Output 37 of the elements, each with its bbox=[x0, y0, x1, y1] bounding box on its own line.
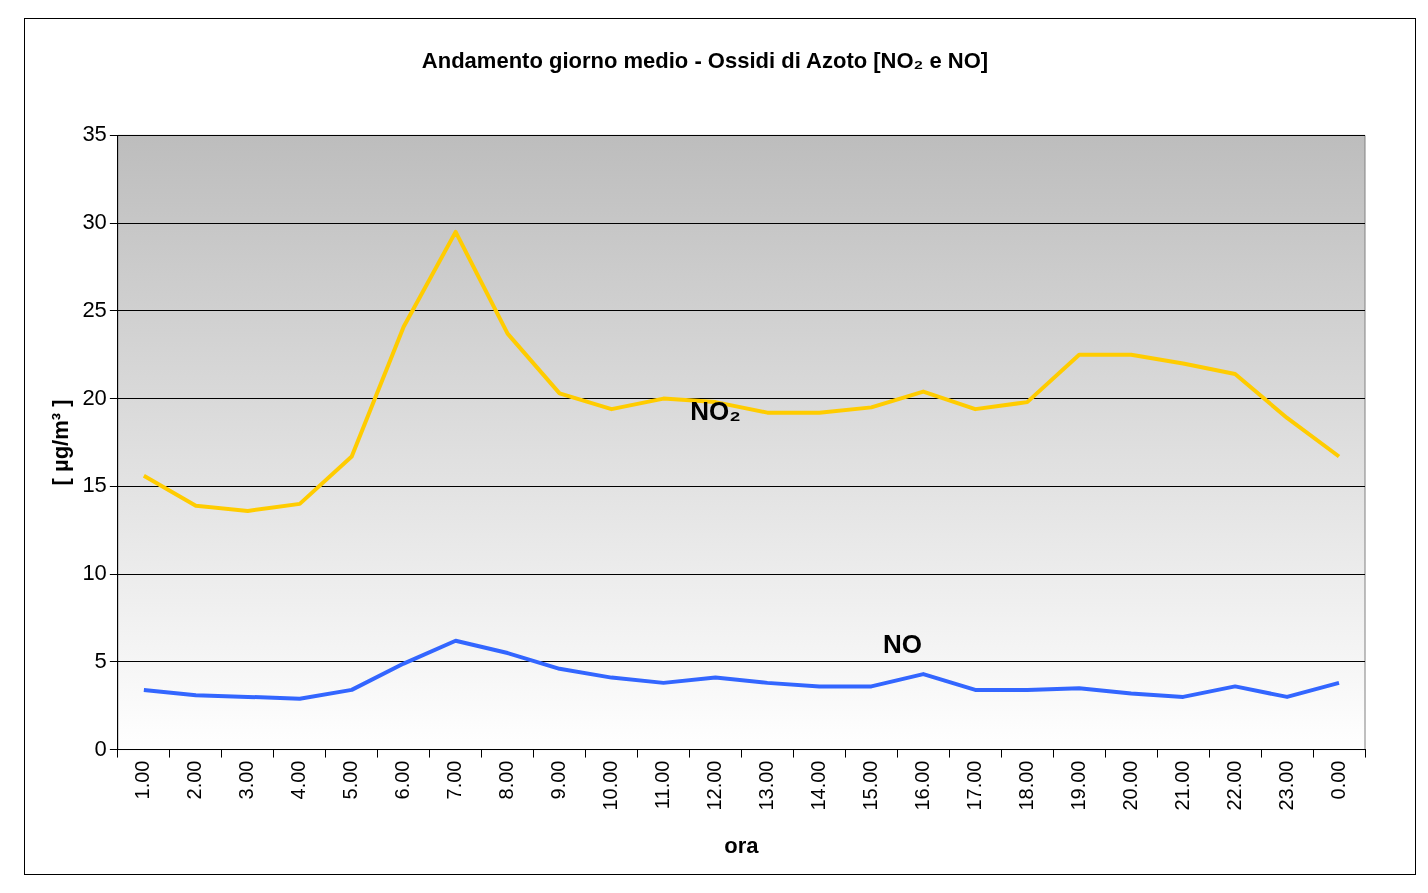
x-tick-label: 22.00 bbox=[1222, 760, 1245, 811]
y-tick-label: 25 bbox=[82, 296, 107, 322]
x-tick-label: 21.00 bbox=[1170, 760, 1193, 811]
x-tick-label: 14.00 bbox=[806, 760, 829, 811]
series-label: NO bbox=[883, 629, 923, 660]
x-tick-label: 16.00 bbox=[910, 760, 933, 811]
x-tick-label: 17.00 bbox=[962, 760, 985, 811]
x-tick-label: 6.00 bbox=[391, 760, 414, 800]
x-tick-label: 11.00 bbox=[651, 760, 674, 810]
x-tick-label: 0.00 bbox=[1326, 760, 1349, 800]
x-tick-label: 20.00 bbox=[1118, 760, 1141, 811]
y-tick-label: 15 bbox=[82, 472, 107, 498]
x-tick-label: 1.00 bbox=[131, 760, 154, 800]
x-tick-label: 5.00 bbox=[339, 760, 362, 800]
x-tick-label: 15.00 bbox=[858, 760, 881, 811]
x-tick-label: 10.00 bbox=[599, 760, 622, 811]
chart-title: Andamento giorno medio - Ossidi di Azoto [NO₂ e NO] bbox=[421, 48, 989, 74]
x-tick-label: 8.00 bbox=[495, 760, 518, 800]
x-tick-label: 3.00 bbox=[235, 760, 258, 800]
x-tick-label: 7.00 bbox=[443, 760, 466, 800]
y-tick-label: 0 bbox=[94, 735, 107, 761]
x-axis-title: ora bbox=[724, 832, 760, 858]
y-axis-title: [ µg/m³ ] bbox=[48, 399, 74, 486]
x-tick-label: 18.00 bbox=[1014, 760, 1037, 811]
x-tick-label: 4.00 bbox=[287, 760, 310, 800]
x-tick-label: 13.00 bbox=[754, 760, 777, 811]
series-label: NO₂ bbox=[690, 396, 741, 427]
y-tick-label: 20 bbox=[82, 384, 107, 410]
x-tick-label: 9.00 bbox=[547, 760, 570, 800]
y-tick-label: 30 bbox=[82, 209, 107, 235]
x-tick-label: 19.00 bbox=[1066, 760, 1089, 811]
y-tick-label: 5 bbox=[94, 647, 107, 673]
y-tick-label: 35 bbox=[82, 121, 107, 147]
x-tick-label: 12.00 bbox=[702, 760, 725, 811]
y-tick-label: 10 bbox=[82, 560, 107, 586]
x-tick-label: 23.00 bbox=[1274, 760, 1297, 811]
x-tick-label: 2.00 bbox=[183, 760, 206, 800]
